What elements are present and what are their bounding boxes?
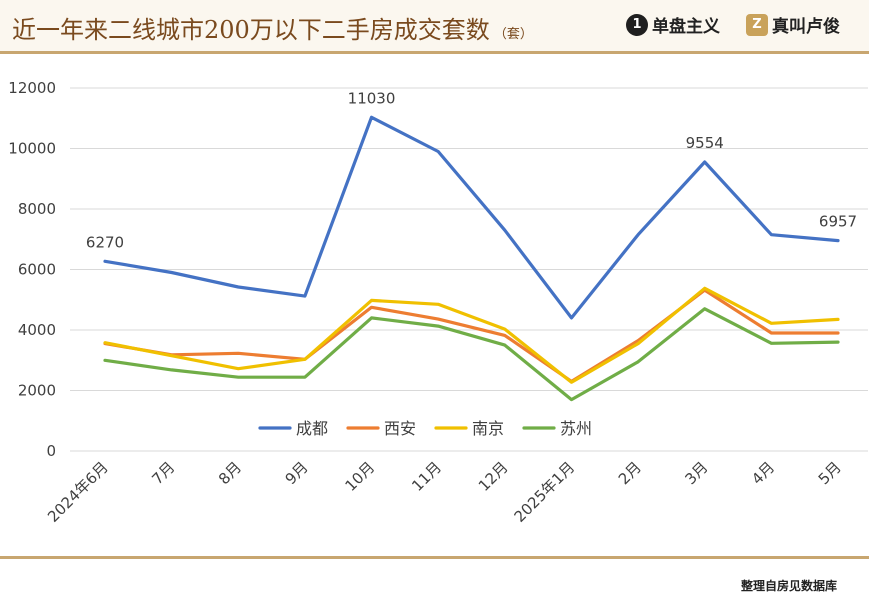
y-tick-label: 2000 bbox=[18, 382, 56, 400]
x-tick-label: 12月 bbox=[475, 458, 512, 495]
header-band bbox=[0, 0, 869, 52]
series-line-2 bbox=[103, 286, 840, 384]
data-label: 6957 bbox=[819, 213, 857, 231]
x-tick-label: 7月 bbox=[148, 458, 178, 488]
series-line-3 bbox=[103, 307, 840, 402]
x-tick-label: 2月 bbox=[615, 458, 645, 488]
data-label: 6270 bbox=[86, 233, 124, 251]
x-tick-label: 3月 bbox=[681, 458, 711, 488]
x-tick-label: 9月 bbox=[282, 458, 312, 488]
x-tick-label: 2025年1月 bbox=[511, 458, 579, 526]
title-unit: （套） bbox=[493, 27, 533, 42]
source-note: 整理自房见数据库 bbox=[740, 579, 837, 593]
divider-top bbox=[0, 51, 869, 54]
x-tick-label: 2024年6月 bbox=[44, 458, 112, 526]
y-tick-label: 6000 bbox=[18, 261, 56, 279]
brand-danpan: 1 单盘主义 bbox=[626, 12, 720, 37]
series-line-0 bbox=[103, 115, 840, 320]
title-text: 近一年来二线城市200万以下二手房成交套数 bbox=[12, 16, 490, 44]
numeral-one-icon: 1 bbox=[626, 13, 648, 36]
z-letter-icon: Z bbox=[746, 13, 768, 36]
y-tick-label: 10000 bbox=[8, 140, 56, 158]
y-tick-label: 0 bbox=[46, 442, 56, 460]
brand-name: 单盘主义 bbox=[652, 17, 720, 37]
legend-label: 西安 bbox=[384, 419, 416, 438]
y-tick-label: 4000 bbox=[18, 321, 56, 339]
legend-label: 南京 bbox=[472, 419, 504, 438]
data-label: 9554 bbox=[686, 134, 724, 152]
page-title: 近一年来二线城市200万以下二手房成交套数 （套） bbox=[12, 10, 533, 45]
series-line-1 bbox=[103, 288, 840, 383]
y-tick-label: 12000 bbox=[8, 79, 56, 97]
y-tick-label: 8000 bbox=[18, 200, 56, 218]
x-tick-label: 4月 bbox=[748, 458, 778, 488]
legend-label: 苏州 bbox=[560, 419, 592, 438]
x-tick-label: 8月 bbox=[215, 458, 245, 488]
legend-label: 成都 bbox=[296, 419, 328, 438]
data-label: 11030 bbox=[348, 89, 396, 107]
x-tick-label: 5月 bbox=[815, 458, 845, 488]
x-tick-label: 11月 bbox=[408, 458, 445, 495]
brand-zhenjiao: Z 真叫卢俊 bbox=[746, 12, 840, 37]
x-tick-label: 10月 bbox=[342, 458, 379, 495]
brand-name: 真叫卢俊 bbox=[772, 17, 840, 37]
divider-bottom bbox=[0, 556, 869, 559]
